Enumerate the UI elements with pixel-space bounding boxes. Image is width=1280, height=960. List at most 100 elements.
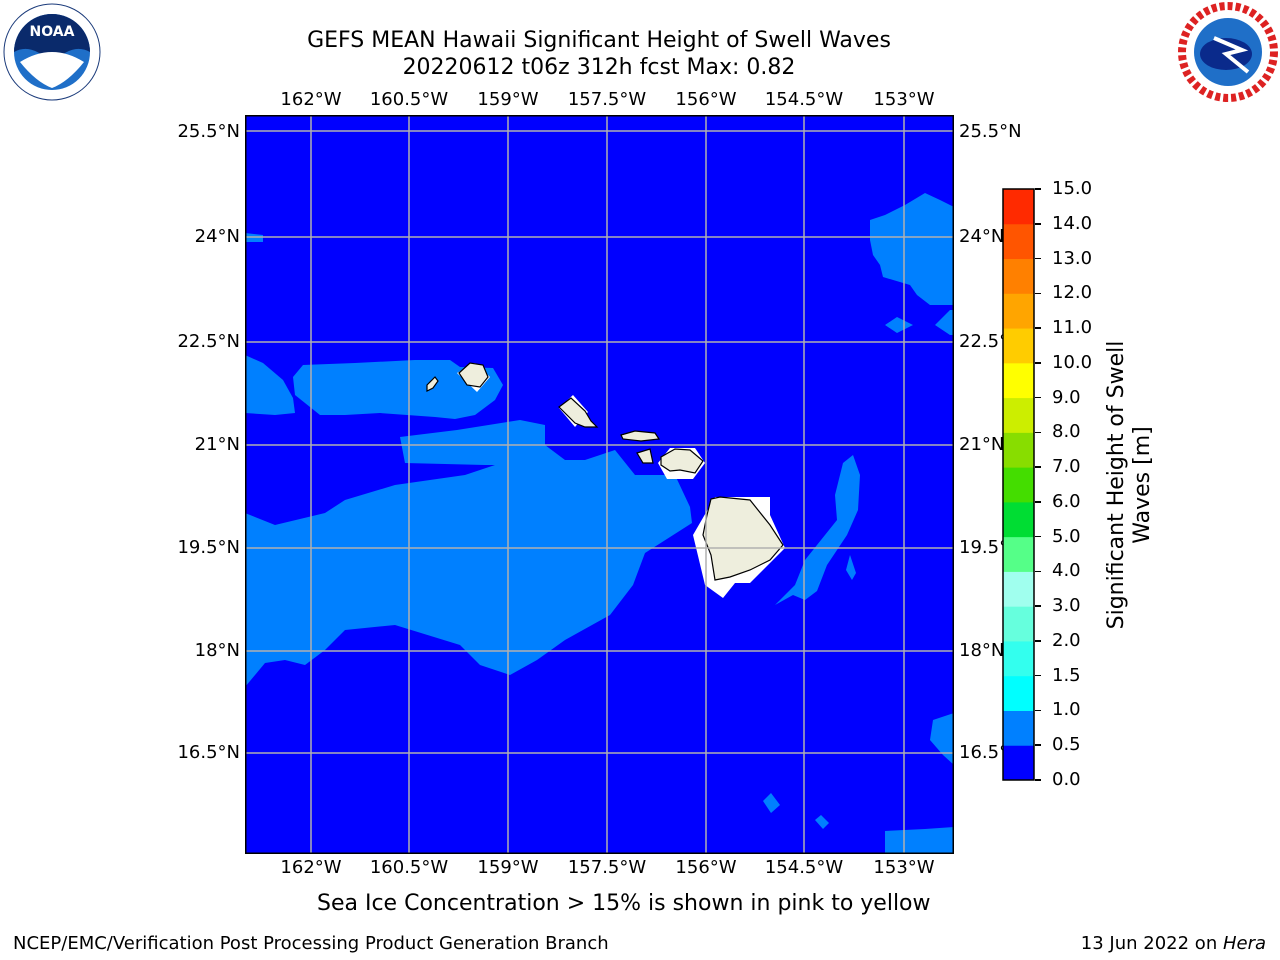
colorbar-tick-mark (1035, 570, 1041, 573)
noaa-logo-icon: NOAA (3, 3, 101, 101)
colorbar-tick-mark (1035, 674, 1041, 677)
footer-system: Hera (1222, 933, 1266, 954)
swell-contour-0.5-1.0 (245, 193, 954, 854)
colorbar-tick-label: 15.0 (1052, 178, 1093, 199)
nws-logo-icon (1178, 2, 1278, 102)
colorbar-tick-label: 1.5 (1052, 664, 1081, 686)
islands (426, 362, 784, 581)
colorbar-tick-mark (1035, 431, 1041, 434)
colorbar-tick-label: 1.0 (1052, 699, 1081, 721)
colorbar-cell (1003, 432, 1034, 468)
colorbar-tick-label: 2.0 (1052, 629, 1081, 651)
lon-label-top: 153°W (873, 89, 935, 110)
colorbar-tick-label: 0.0 (1052, 769, 1081, 790)
lon-label-bottom: 157.5°W (567, 857, 647, 878)
colorbar-cell (1003, 293, 1034, 329)
colorbar-tick-mark (1035, 501, 1041, 503)
colorbar-cell (1003, 258, 1034, 294)
lat-label-left: 21°N (194, 434, 240, 455)
map-frame (245, 115, 954, 854)
colorbar-tick-label: 3.0 (1052, 595, 1081, 617)
colorbar-cell (1003, 223, 1034, 260)
colorbar-tick-mark (1035, 362, 1041, 364)
footer-right: 13 Jun 2022 on Hera (1081, 933, 1266, 954)
lon-label-top: 154.5°W (764, 89, 844, 110)
lon-label-top: 162°W (280, 89, 342, 110)
colorbar-frame (1002, 188, 1035, 781)
lat-label-left: 24°N (194, 226, 240, 247)
lat-label-right: 18°N (959, 640, 1005, 661)
island-niihau (426, 376, 439, 392)
colorbar-cell (1003, 328, 1034, 364)
colorbar-tick-label: 0.5 (1052, 734, 1081, 756)
colorbar-tick-mark (1035, 188, 1041, 190)
chart-subtitle: 20220612 t06z 312h fcst Max: 0.82 (402, 55, 796, 80)
colorbar-tick-mark (1035, 396, 1041, 399)
island-hawaii (702, 496, 784, 581)
colorbar-tick-label: 12.0 (1052, 282, 1093, 304)
colorbar-tick-label: 13.0 (1052, 247, 1093, 269)
colorbar-tick-mark (1035, 327, 1041, 329)
colorbar-cell (1003, 640, 1034, 677)
colorbar-tick-label: 5.0 (1052, 525, 1081, 547)
colorbar-tick-mark (1035, 535, 1041, 538)
colorbar-tick-label: 11.0 (1052, 317, 1093, 339)
lon-label-bottom: 162°W (280, 857, 342, 878)
lon-label-top: 156°W (675, 89, 737, 110)
footer-date: 13 Jun 2022 on (1080, 933, 1223, 954)
colorbar-cell (1003, 745, 1034, 781)
colorbar-tick-label: 9.0 (1052, 386, 1081, 408)
lon-label-top: 160.5°W (369, 89, 449, 110)
colorbar-cell (1003, 675, 1034, 711)
graticule (245, 115, 954, 854)
lat-label-left: 22.5°N (177, 331, 240, 352)
lat-label-left: 25.5°N (177, 121, 240, 142)
colorbar-cell (1003, 189, 1034, 225)
island-oahu (558, 397, 599, 428)
colorbar-tick-mark (1035, 466, 1041, 468)
lat-label-right: 24°N (959, 226, 1005, 247)
colorbar-tick-mark (1035, 744, 1041, 746)
colorbar-cell (1003, 362, 1034, 399)
colorbar-tick-mark (1035, 257, 1041, 260)
colorbar-tick-mark (1035, 223, 1041, 225)
island-molokai (620, 430, 661, 442)
lon-label-bottom: 154.5°W (764, 857, 844, 878)
lon-label-bottom: 156°W (675, 857, 737, 878)
lat-label-left: 16.5°N (177, 742, 240, 763)
lon-label-bottom: 160.5°W (369, 857, 449, 878)
colorbar-cell (1003, 536, 1034, 572)
lon-label-bottom: 153°W (873, 857, 935, 878)
sea-ice-note: Sea Ice Concentration > 15% is shown in … (317, 891, 931, 916)
lon-label-top: 159°W (477, 89, 539, 110)
colorbar-tick-label: 6.0 (1052, 490, 1081, 512)
colorbar-label-line2: Waves [m] (1130, 426, 1155, 544)
colorbar-tick-mark (1035, 709, 1041, 712)
island-maui (660, 448, 704, 474)
map-area (245, 115, 954, 854)
lat-label-right: 25.5°N (959, 121, 1022, 142)
colorbar-tick-label: 7.0 (1052, 456, 1081, 478)
colorbar-tick-label: 8.0 (1052, 421, 1081, 443)
noaa-logo-text: NOAA (30, 24, 75, 40)
colorbar-tick-label: 14.0 (1052, 212, 1093, 234)
lat-label-right: 21°N (959, 434, 1005, 455)
island-lanai (636, 448, 654, 464)
lon-label-bottom: 159°W (477, 857, 539, 878)
colorbar-cell (1003, 397, 1034, 433)
lon-label-top: 157.5°W (567, 89, 647, 110)
colorbar-label-line1: Significant Height of Swell (1104, 340, 1129, 630)
colorbar-cell (1003, 710, 1034, 746)
footer-left: NCEP/EMC/Verification Post Processing Pr… (13, 933, 609, 954)
lat-label-left: 18°N (194, 640, 240, 661)
colorbar-cell (1003, 571, 1034, 607)
chart-title: GEFS MEAN Hawaii Significant Height of S… (307, 28, 891, 53)
colorbar (1002, 188, 1035, 781)
colorbar-tick-label: 4.0 (1052, 560, 1081, 582)
colorbar-cell (1003, 606, 1034, 642)
colorbar-tick-mark (1035, 640, 1041, 642)
lat-label-left: 19.5°N (177, 537, 240, 558)
colorbar-tick-label: 10.0 (1052, 351, 1093, 373)
colorbar-cell (1003, 501, 1034, 538)
colorbar-cell (1003, 467, 1034, 503)
